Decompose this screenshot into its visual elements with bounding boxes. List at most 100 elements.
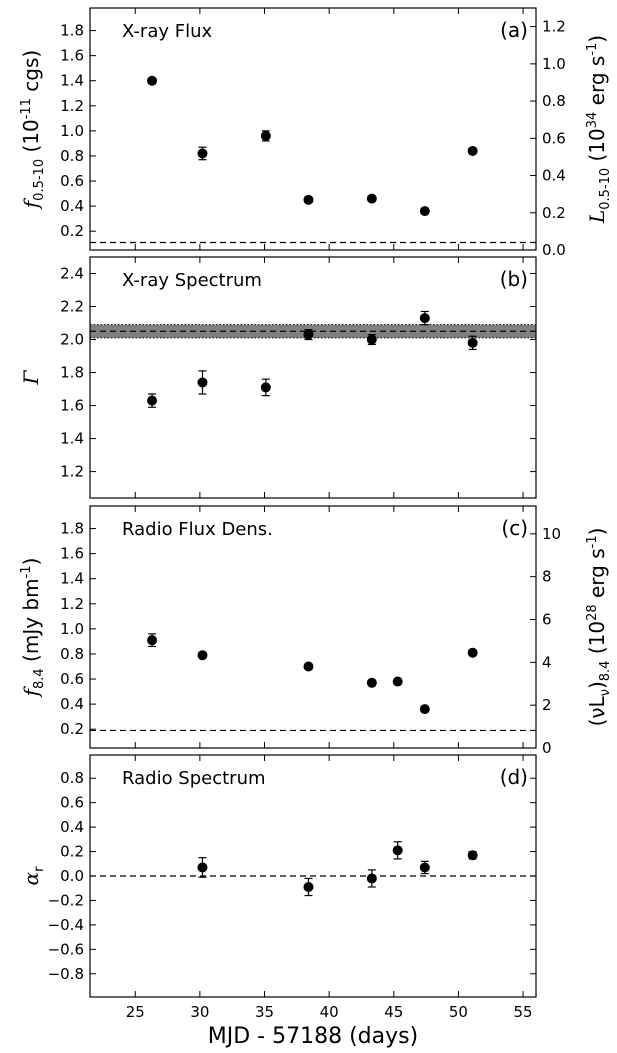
x-tick-label: 30 [190,1003,209,1021]
y-right-tick-label: 0.2 [542,204,566,222]
y-right-tick-label: 0 [542,739,552,757]
marker [467,145,478,156]
panel-frame [89,7,537,251]
y-tick-label: −0.8 [48,965,84,983]
panel-b: 1.2 1.4 1.6 1.8 2.0 2.2 2.4 X-ray Spectrum (b) Γ [19,256,537,499]
marker [366,334,377,345]
marker [260,382,271,393]
panel-a: 0.2 0.4 0.6 0.8 1.0 1.2 1.4 1.6 1.8 0.0 0.2 0.4 0.6 0… [19,7,613,259]
y-tick-label: −0.6 [48,940,84,958]
y-tick-label: 1.4 [60,430,84,448]
y-right-tick-label: 4 [542,653,552,671]
y-right-tick-label: 10 [542,525,561,543]
panel-title: X-ray Flux [122,21,212,42]
y-tick-label: 1.0 [60,620,84,638]
y-tick-label: 1.4 [60,72,84,90]
x-tick-label: 40 [320,1003,339,1021]
data-point [366,869,377,888]
data-point [303,877,314,897]
data-point [197,146,208,161]
marker [366,677,377,688]
x-tick-label: 45 [384,1003,403,1021]
panel-frame [89,256,537,499]
panel-c: 0.2 0.4 0.6 0.8 1.0 1.2 1.4 1.6 1.8 0 2 4 6 8 10 Radio … [19,505,613,757]
data-point [260,378,271,397]
y-tick-label: 1.8 [60,520,84,538]
y-axis-label: f0.5-10 (10-11 cgs) [19,50,47,210]
y-right-tick-label: 0.4 [542,167,566,185]
marker [392,845,403,856]
marker [303,329,314,340]
y-tick-label: 2.0 [60,331,84,349]
marker [303,194,314,205]
data-point [366,333,377,346]
y-tick-label: 0.4 [60,197,84,215]
data-point [467,647,478,658]
marker [419,313,430,324]
marker [419,206,430,217]
x-axis-label: MJD - 57188 (days) [208,1024,418,1049]
y-tick-label: 1.6 [60,47,84,65]
data-point [197,370,208,395]
y-tick-label: 1.2 [60,97,84,115]
data-point [419,860,430,875]
y-tick-label: 0.6 [60,172,84,190]
y-tick-label: 0.8 [60,645,84,663]
marker [197,377,208,388]
y-axis-label: f8.4 (mJy bm-1) [19,558,47,699]
data-point [147,633,158,648]
panel-title: Radio Flux Dens. [122,519,273,540]
data-point [419,206,430,217]
data-point [467,850,478,861]
panel-title: X-ray Spectrum [122,270,262,291]
y-right-tick-label: 0.8 [542,92,566,110]
marker [467,850,478,861]
y-right-axis-label: L0.5-10 (1034 erg s-1) [585,35,613,224]
marker [366,193,377,204]
y-tick-label: 1.8 [60,22,84,40]
data-point [392,676,403,687]
y-tick-label: 2.2 [60,298,84,316]
data-point [197,857,208,878]
marker [197,862,208,873]
y-right-axis-label: (νLν)8.4 (1028 erg s-1) [585,528,613,727]
panel-d: −0.8 −0.6 −0.4 −0.2 0.0 0.2 0.4 0.6 0.8 25 30 35 40 4… [19,754,537,1049]
y-tick-label: 0.6 [60,670,84,688]
y-tick-label: 1.2 [60,463,84,481]
marker [303,661,314,672]
y-right-tick-label: 2 [542,696,552,714]
x-tick-label: 25 [126,1003,145,1021]
y-right-tick-label: 6 [542,611,552,629]
y-tick-label: 2.4 [60,265,84,283]
y-tick-label: −0.2 [48,891,84,909]
data-point [260,130,271,142]
data-point [467,145,478,156]
panel-title: Radio Spectrum [122,768,266,789]
y-right-tick-label: 8 [542,568,552,586]
y-tick-label: −0.4 [48,916,84,934]
marker [303,882,314,892]
marker [419,704,430,715]
marker [260,130,271,141]
data-point [366,193,377,204]
y-right-tick-label: 0.6 [542,129,566,147]
marker [147,75,158,86]
data-point [392,841,403,860]
marker [197,650,208,661]
marker [419,862,430,873]
panel-letter: (d) [500,765,528,789]
y-right-tick-label: 1.2 [542,18,566,36]
marker [467,647,478,658]
data-point [147,393,158,408]
y-tick-label: 0.2 [60,843,84,861]
y-tick-label: 0.8 [60,769,84,787]
marker [392,676,403,687]
y-axis-label: αr [19,866,47,886]
y-tick-label: 1.2 [60,595,84,613]
panel-frame [89,505,537,749]
y-tick-label: 1.6 [60,397,84,415]
panel-letter: (b) [500,267,528,291]
x-tick-label: 50 [449,1003,468,1021]
y-right-tick-label: 1.0 [542,55,566,73]
data-point [419,310,430,326]
